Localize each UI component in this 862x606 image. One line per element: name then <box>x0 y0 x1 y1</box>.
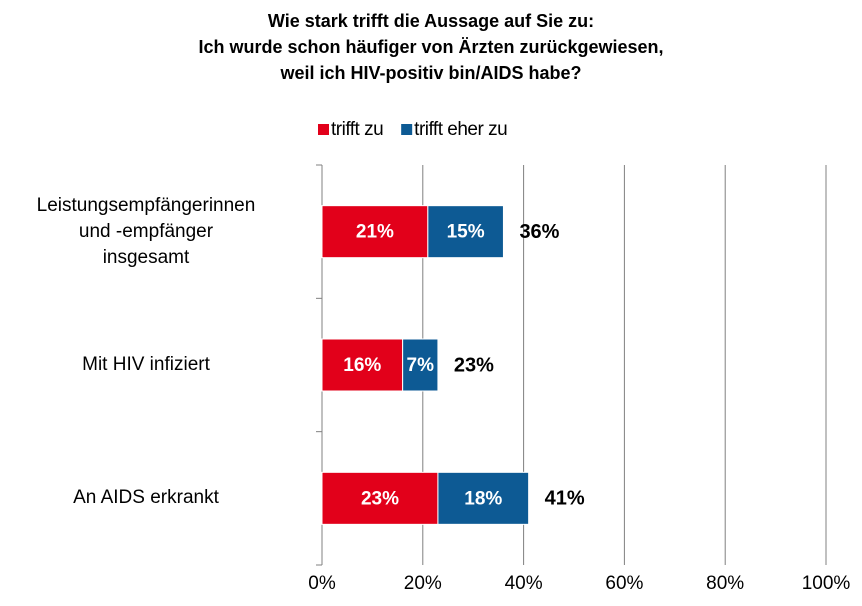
legend-label: trifft zu <box>331 119 383 140</box>
chart-title: Wie stark trifft die Aussage auf Sie zu:… <box>198 11 664 83</box>
data-label: 21% <box>356 222 394 243</box>
data-label: 16% <box>343 355 381 376</box>
bar-segment <box>402 338 439 392</box>
total-label: 23% <box>454 354 494 376</box>
x-tick-label: 60% <box>605 573 643 594</box>
bar-segment <box>437 471 530 525</box>
legend-swatch <box>318 124 329 135</box>
bar-segment <box>321 471 439 525</box>
x-tick-label: 100% <box>802 573 851 594</box>
legend-label: trifft eher zu <box>414 119 507 140</box>
total-label: 36% <box>519 221 559 243</box>
y-tick-label: Leistungsempfängerinnen und -empfänger i… <box>36 194 256 268</box>
bar-segment <box>427 205 504 259</box>
total-label: 41% <box>545 488 585 510</box>
data-label: 15% <box>447 222 485 243</box>
data-label: 18% <box>464 488 502 509</box>
x-tick-label: 20% <box>404 573 442 594</box>
bar-segment <box>321 338 404 392</box>
y-tick-label: An AIDS erkrankt <box>73 487 219 509</box>
x-tick-label: 0% <box>308 573 336 594</box>
data-label: 23% <box>361 488 399 509</box>
x-tick-label: 80% <box>706 573 744 594</box>
x-tick-label: 40% <box>505 573 543 594</box>
y-tick-label: Mit HIV infiziert <box>82 354 210 375</box>
data-label: 7% <box>407 355 435 376</box>
legend-swatch <box>401 124 413 135</box>
